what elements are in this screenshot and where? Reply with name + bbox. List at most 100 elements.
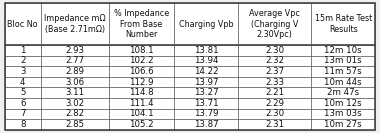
Text: 13m 03s: 13m 03s [325, 109, 362, 118]
Bar [238, 87, 311, 98]
Text: 2: 2 [20, 56, 25, 65]
Text: 3.06: 3.06 [65, 78, 85, 87]
Text: 5: 5 [20, 88, 25, 97]
Bar [5, 45, 41, 56]
Bar [311, 66, 375, 77]
Bar [41, 109, 109, 119]
Text: 7: 7 [20, 109, 25, 118]
Text: 13.97: 13.97 [194, 78, 218, 87]
Bar [174, 119, 238, 130]
Bar [174, 3, 238, 45]
Text: 2.89: 2.89 [66, 67, 85, 76]
Bar [174, 56, 238, 66]
Bar [109, 98, 174, 109]
Bar [311, 56, 375, 66]
Text: 2.30: 2.30 [265, 109, 284, 118]
Bar [174, 77, 238, 87]
Bar [41, 119, 109, 130]
Bar [238, 56, 311, 66]
Bar [238, 45, 311, 56]
Bar [5, 77, 41, 87]
Text: 2.82: 2.82 [65, 109, 85, 118]
Bar [238, 98, 311, 109]
Bar [5, 66, 41, 77]
Bar [238, 109, 311, 119]
Bar [174, 98, 238, 109]
Bar [109, 66, 174, 77]
Text: 13.81: 13.81 [194, 46, 218, 55]
Bar [5, 56, 41, 66]
Text: 3.02: 3.02 [65, 99, 85, 108]
Text: 111.4: 111.4 [129, 99, 154, 108]
Text: 106.6: 106.6 [129, 67, 154, 76]
Text: Average Vpc
(Charging V
2.30Vpc): Average Vpc (Charging V 2.30Vpc) [249, 9, 300, 39]
Text: 2.37: 2.37 [265, 67, 284, 76]
Bar [238, 119, 311, 130]
Text: 13.79: 13.79 [194, 109, 218, 118]
Text: 2.93: 2.93 [66, 46, 85, 55]
Text: 11m 57s: 11m 57s [325, 67, 362, 76]
Text: 3.11: 3.11 [65, 88, 85, 97]
Text: 104.1: 104.1 [129, 109, 154, 118]
Bar [311, 109, 375, 119]
Text: 2.33: 2.33 [265, 78, 284, 87]
Bar [109, 119, 174, 130]
Bar [41, 77, 109, 87]
Text: Bloc No: Bloc No [7, 20, 38, 29]
Bar [238, 77, 311, 87]
Text: 2.32: 2.32 [265, 56, 284, 65]
Text: 13.71: 13.71 [194, 99, 218, 108]
Text: 10m 27s: 10m 27s [325, 120, 362, 129]
Text: 2.21: 2.21 [265, 88, 284, 97]
Text: 12m 10s: 12m 10s [325, 46, 362, 55]
Bar [109, 87, 174, 98]
Bar [41, 66, 109, 77]
Text: 2.30: 2.30 [265, 46, 284, 55]
Text: 102.2: 102.2 [129, 56, 154, 65]
Bar [41, 3, 109, 45]
Text: 10m 44s: 10m 44s [325, 78, 362, 87]
Text: 114.8: 114.8 [129, 88, 154, 97]
Text: Impedance mΩ
(Base 2.71mΩ): Impedance mΩ (Base 2.71mΩ) [44, 14, 106, 34]
Bar [5, 119, 41, 130]
Bar [238, 66, 311, 77]
Text: 112.9: 112.9 [129, 78, 154, 87]
Text: 14.22: 14.22 [194, 67, 218, 76]
Text: Charging Vpb: Charging Vpb [179, 20, 233, 29]
Bar [174, 109, 238, 119]
Bar [311, 87, 375, 98]
Text: 8: 8 [20, 120, 25, 129]
Text: 105.2: 105.2 [129, 120, 154, 129]
Bar [311, 3, 375, 45]
Text: 3: 3 [20, 67, 25, 76]
Text: 2.77: 2.77 [65, 56, 85, 65]
Text: 13m 01s: 13m 01s [325, 56, 362, 65]
Text: 6: 6 [20, 99, 25, 108]
Text: 108.1: 108.1 [129, 46, 154, 55]
Bar [41, 98, 109, 109]
Text: 10m 12s: 10m 12s [325, 99, 362, 108]
Bar [174, 87, 238, 98]
Bar [5, 87, 41, 98]
Bar [311, 45, 375, 56]
Bar [5, 109, 41, 119]
Bar [109, 3, 174, 45]
Text: % Impedance
From Base
Number: % Impedance From Base Number [114, 9, 169, 39]
Text: 2.31: 2.31 [265, 120, 284, 129]
Bar [174, 66, 238, 77]
Bar [109, 109, 174, 119]
Bar [41, 56, 109, 66]
Bar [41, 87, 109, 98]
Text: 1: 1 [20, 46, 25, 55]
Bar [311, 77, 375, 87]
Bar [109, 77, 174, 87]
Bar [311, 119, 375, 130]
Text: 15m Rate Test
Results: 15m Rate Test Results [315, 14, 372, 34]
Bar [109, 45, 174, 56]
Bar [109, 56, 174, 66]
Bar [5, 98, 41, 109]
Text: 2m 47s: 2m 47s [327, 88, 359, 97]
Text: 4: 4 [20, 78, 25, 87]
Text: 13.87: 13.87 [194, 120, 218, 129]
Bar [238, 3, 311, 45]
